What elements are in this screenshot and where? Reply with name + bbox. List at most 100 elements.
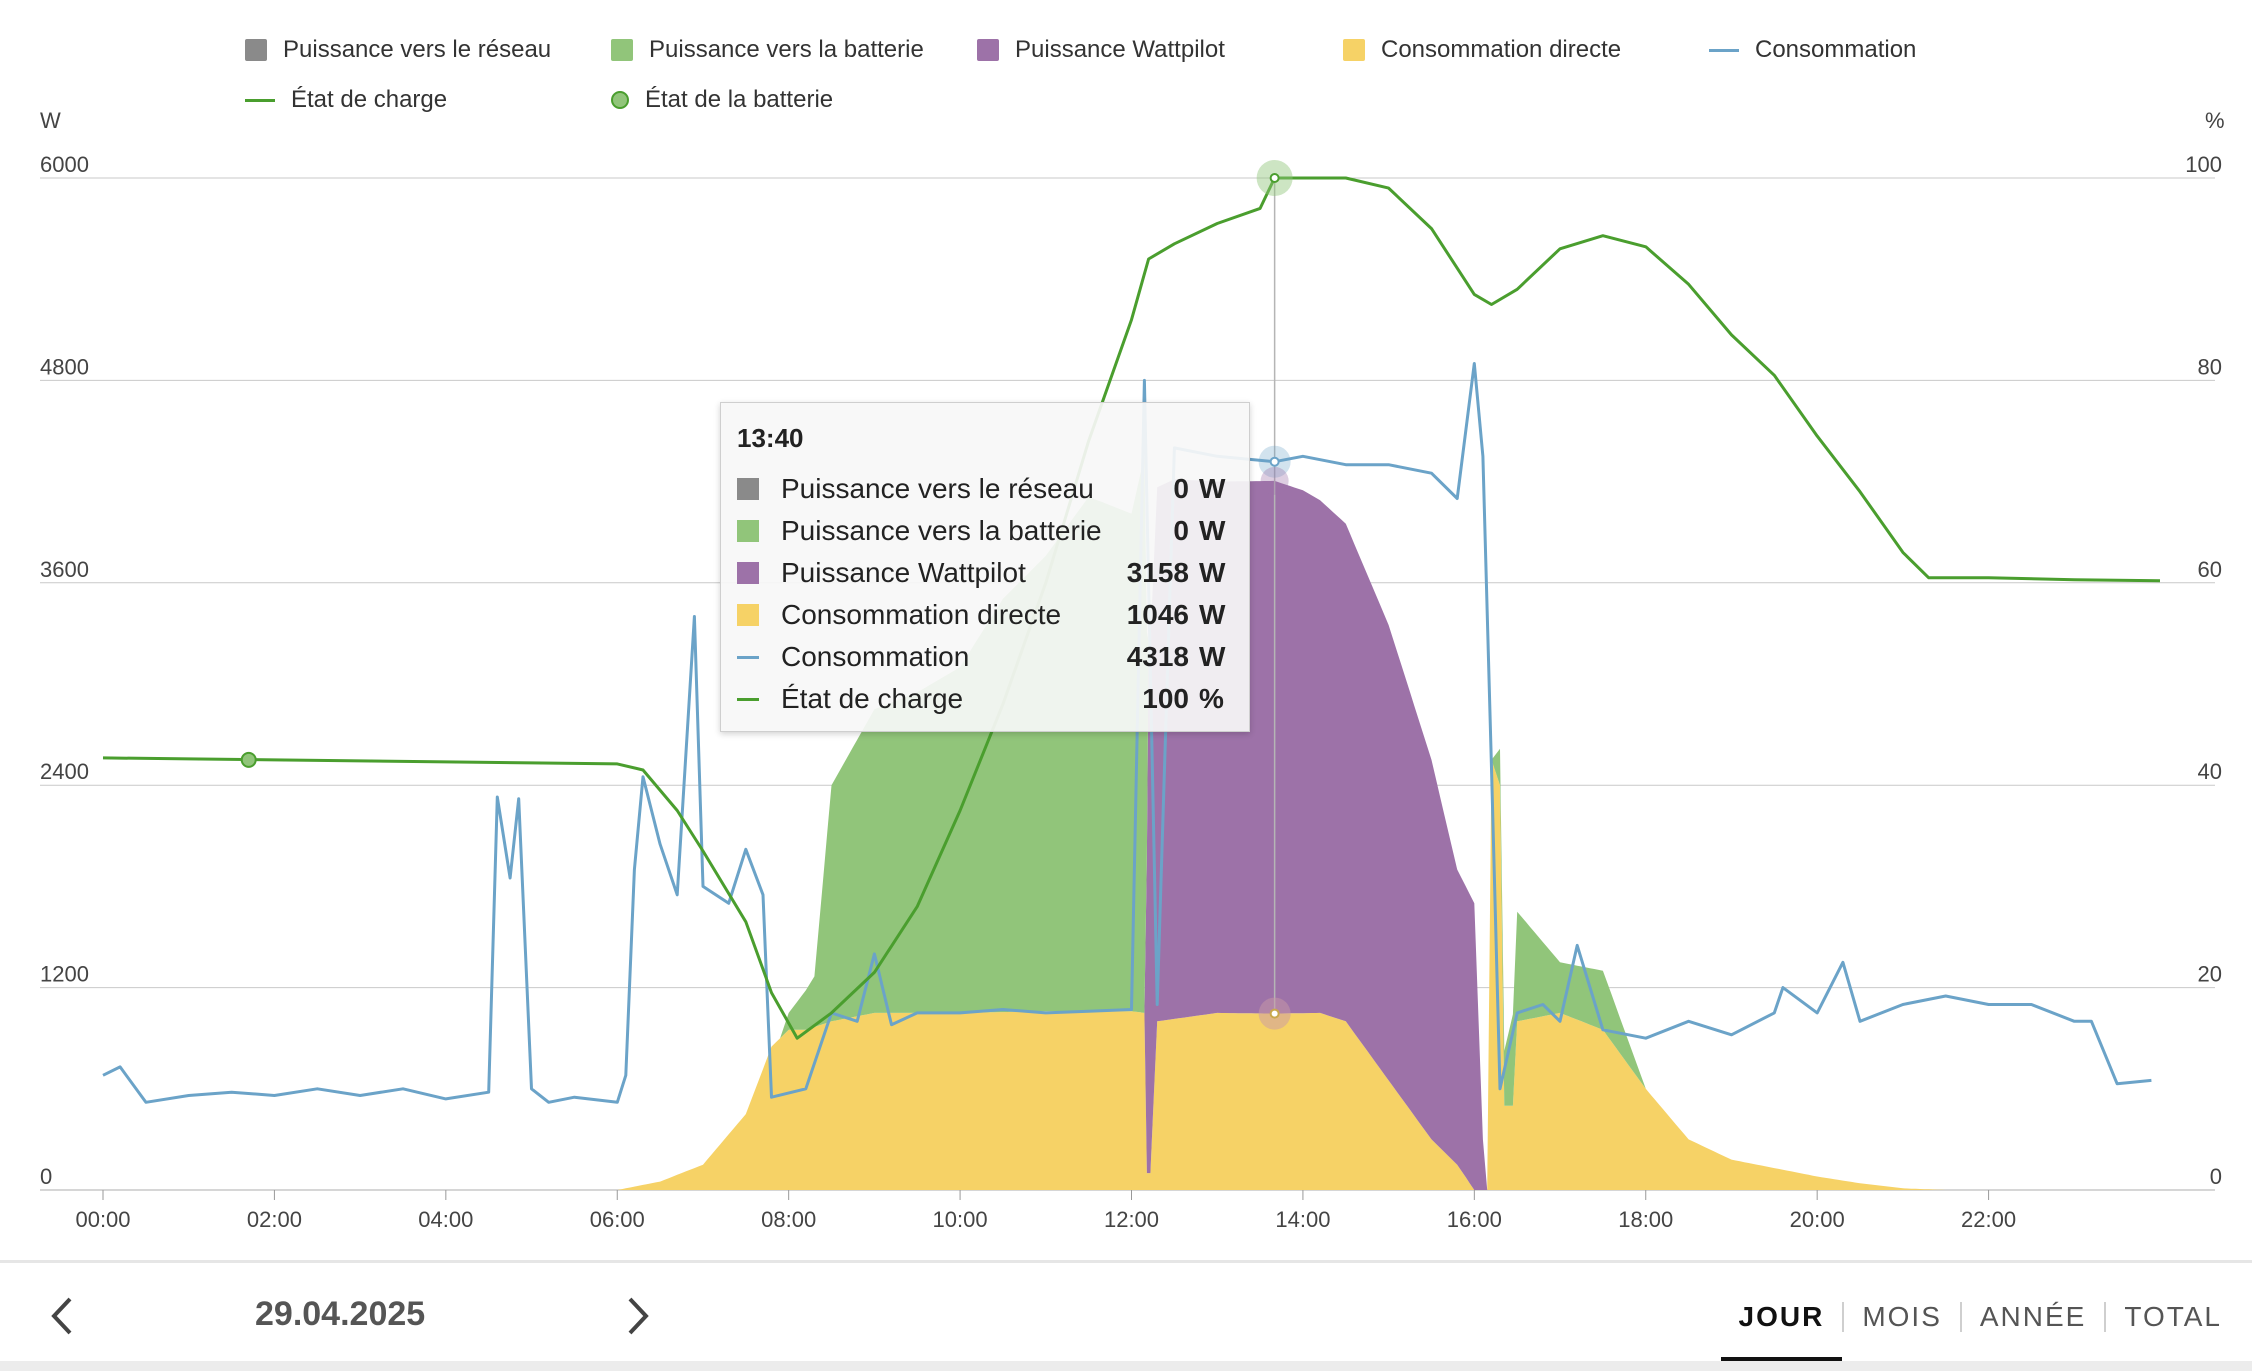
area-consommation-directe (103, 759, 2156, 1190)
x-tick-label: 12:00 (1104, 1207, 1159, 1232)
y-left-tick-label: 1200 (40, 962, 89, 987)
tooltip-rows: Puissance vers le réseau 0 W Puissance vers… (737, 468, 1233, 720)
tooltip-label: Puissance vers la batterie (781, 515, 1102, 546)
y-left-tick-label: 0 (40, 1164, 52, 1189)
tooltip-time: 13:40 (737, 423, 804, 453)
tooltip-unit: W (1199, 641, 1226, 672)
tooltip-swatch-icon (737, 478, 759, 500)
legend-item[interactable]: Puissance vers la batterie (611, 36, 924, 64)
legend-swatch-icon (977, 39, 999, 61)
tooltip-swatch-icon (737, 562, 759, 584)
legend-item[interactable]: Puissance Wattpilot (977, 36, 1225, 64)
tooltip-swatch-icon (737, 520, 759, 542)
legend-item[interactable]: État de la batterie (611, 86, 833, 114)
y-right-tick-label: 80 (2198, 354, 2222, 379)
legend-item[interactable]: Puissance vers le réseau (245, 36, 551, 64)
legend-dot-icon (611, 91, 629, 109)
chart-lines (102, 176, 2161, 1104)
tab-separator (1959, 1302, 1962, 1332)
legend-label: Consommation (1755, 36, 1917, 63)
x-tick-label: 18:00 (1618, 1207, 1673, 1232)
consommation-line (102, 362, 2152, 1104)
chart-tooltip: 13:40 Puissance vers le réseau 0 W Puissanc… (720, 402, 1250, 732)
current-date[interactable]: 29.04.2025 (255, 1295, 426, 1333)
tooltip-unit: W (1199, 515, 1226, 546)
etat-de-charge-line (102, 176, 2161, 1040)
tooltip-unit: W (1199, 599, 1226, 630)
legend-label: Consommation directe (1381, 36, 1622, 63)
legend-item[interactable]: État de charge (245, 86, 447, 114)
tooltip-value: 1046 (1126, 599, 1189, 630)
x-tick-label: 00:00 (75, 1207, 130, 1232)
y-right-tick-label: 100 (2185, 152, 2222, 177)
legend-label: Puissance Wattpilot (1015, 36, 1225, 63)
tooltip-value: 0 (1173, 515, 1189, 546)
tooltip-row: Puissance vers le réseau 0 W (737, 468, 1233, 510)
legend-line-icon (1709, 48, 1739, 52)
x-tick-label: 14:00 (1275, 1207, 1330, 1232)
chart-areas (103, 456, 2156, 1190)
right-axis-unit: % (2205, 108, 2225, 133)
tooltip-value: 100 (1142, 683, 1189, 714)
tab-année[interactable]: ANNÉE (1979, 1301, 2087, 1332)
x-tick-label: 10:00 (933, 1207, 988, 1232)
tooltip-label: Puissance Wattpilot (781, 557, 1026, 588)
left-axis-unit: W (40, 108, 61, 133)
tooltip-value: 3158 (1126, 557, 1189, 588)
y-right-tick-label: 60 (2198, 557, 2222, 582)
legend-swatch-icon (245, 39, 267, 61)
y-right-tick-label: 40 (2198, 759, 2222, 784)
area-puissance-vers-la-batterie (103, 456, 2156, 1190)
hover-point-consommation (1269, 456, 1280, 467)
legend-label: État de la batterie (645, 86, 834, 113)
y-left-tick-label: 6000 (40, 152, 89, 177)
tab-separator (2104, 1302, 2107, 1332)
legend-item[interactable]: Consommation directe (1343, 36, 1621, 64)
tooltip-row: Puissance Wattpilot 3158 W (737, 552, 1233, 594)
tab-jour[interactable]: JOUR (1720, 1291, 1843, 1365)
x-tick-label: 22:00 (1961, 1207, 2016, 1232)
tooltip-label: Consommation (781, 641, 970, 672)
tooltip-value: 0 (1173, 473, 1189, 504)
tooltip-row: Consommation directe 1046 W (737, 594, 1233, 636)
tooltip-row: Puissance vers la batterie 0 W (737, 510, 1233, 552)
y-right-tick-label: 0 (2210, 1164, 2222, 1189)
hover-point-soc (1269, 173, 1280, 183)
legend-swatch-icon (611, 39, 633, 61)
legend-item[interactable]: Consommation (1709, 36, 1916, 64)
x-tick-label: 20:00 (1790, 1207, 1845, 1232)
tooltip-line-icon (737, 655, 759, 659)
tooltip-unit: % (1199, 683, 1224, 714)
bottom-strip (0, 1361, 2252, 1371)
legend-swatch-icon (1343, 39, 1365, 61)
tooltip-label: Consommation directe (781, 599, 1062, 630)
tooltip-swatch-icon (737, 604, 759, 626)
tooltip-label: Puissance vers le réseau (781, 473, 1094, 504)
tab-separator (1842, 1302, 1845, 1332)
period-tabs: JOUR MOIS ANNÉE TOTAL (1720, 1291, 2240, 1365)
x-tick-label: 06:00 (590, 1207, 645, 1232)
legend-label: État de charge (291, 86, 448, 113)
next-day-arrow-icon[interactable] (618, 1291, 658, 1341)
x-tick-label: 16:00 (1447, 1207, 1502, 1232)
hover-halo-wattpilot (1260, 466, 1289, 495)
y-right-tick-label: 20 (2198, 962, 2222, 987)
tooltip-label: État de charge (781, 683, 964, 714)
previous-day-arrow-icon[interactable] (42, 1291, 82, 1341)
x-tick-label: 08:00 (761, 1207, 816, 1232)
hover-point-direct (1269, 1008, 1280, 1019)
y-left-tick-label: 3600 (40, 557, 89, 582)
tab-total[interactable]: TOTAL (2124, 1301, 2222, 1332)
y-left-tick-label: 2400 (40, 759, 89, 784)
tab-mois[interactable]: MOIS (1862, 1301, 1942, 1332)
x-tick-label: 04:00 (418, 1207, 473, 1232)
y-left-tick-label: 4800 (40, 354, 89, 379)
tooltip-row: Consommation 4318 W (737, 636, 1233, 678)
legend-label: Puissance vers le réseau (283, 36, 552, 63)
legend-label: Puissance vers la batterie (649, 36, 924, 63)
x-tick-label: 02:00 (247, 1207, 302, 1232)
battery-state-marker (240, 751, 257, 768)
tooltip-value: 4318 (1126, 641, 1189, 672)
date-navigation-bar: 29.04.2025 JOUR MOIS ANNÉE TOTAL (0, 1260, 2252, 1371)
